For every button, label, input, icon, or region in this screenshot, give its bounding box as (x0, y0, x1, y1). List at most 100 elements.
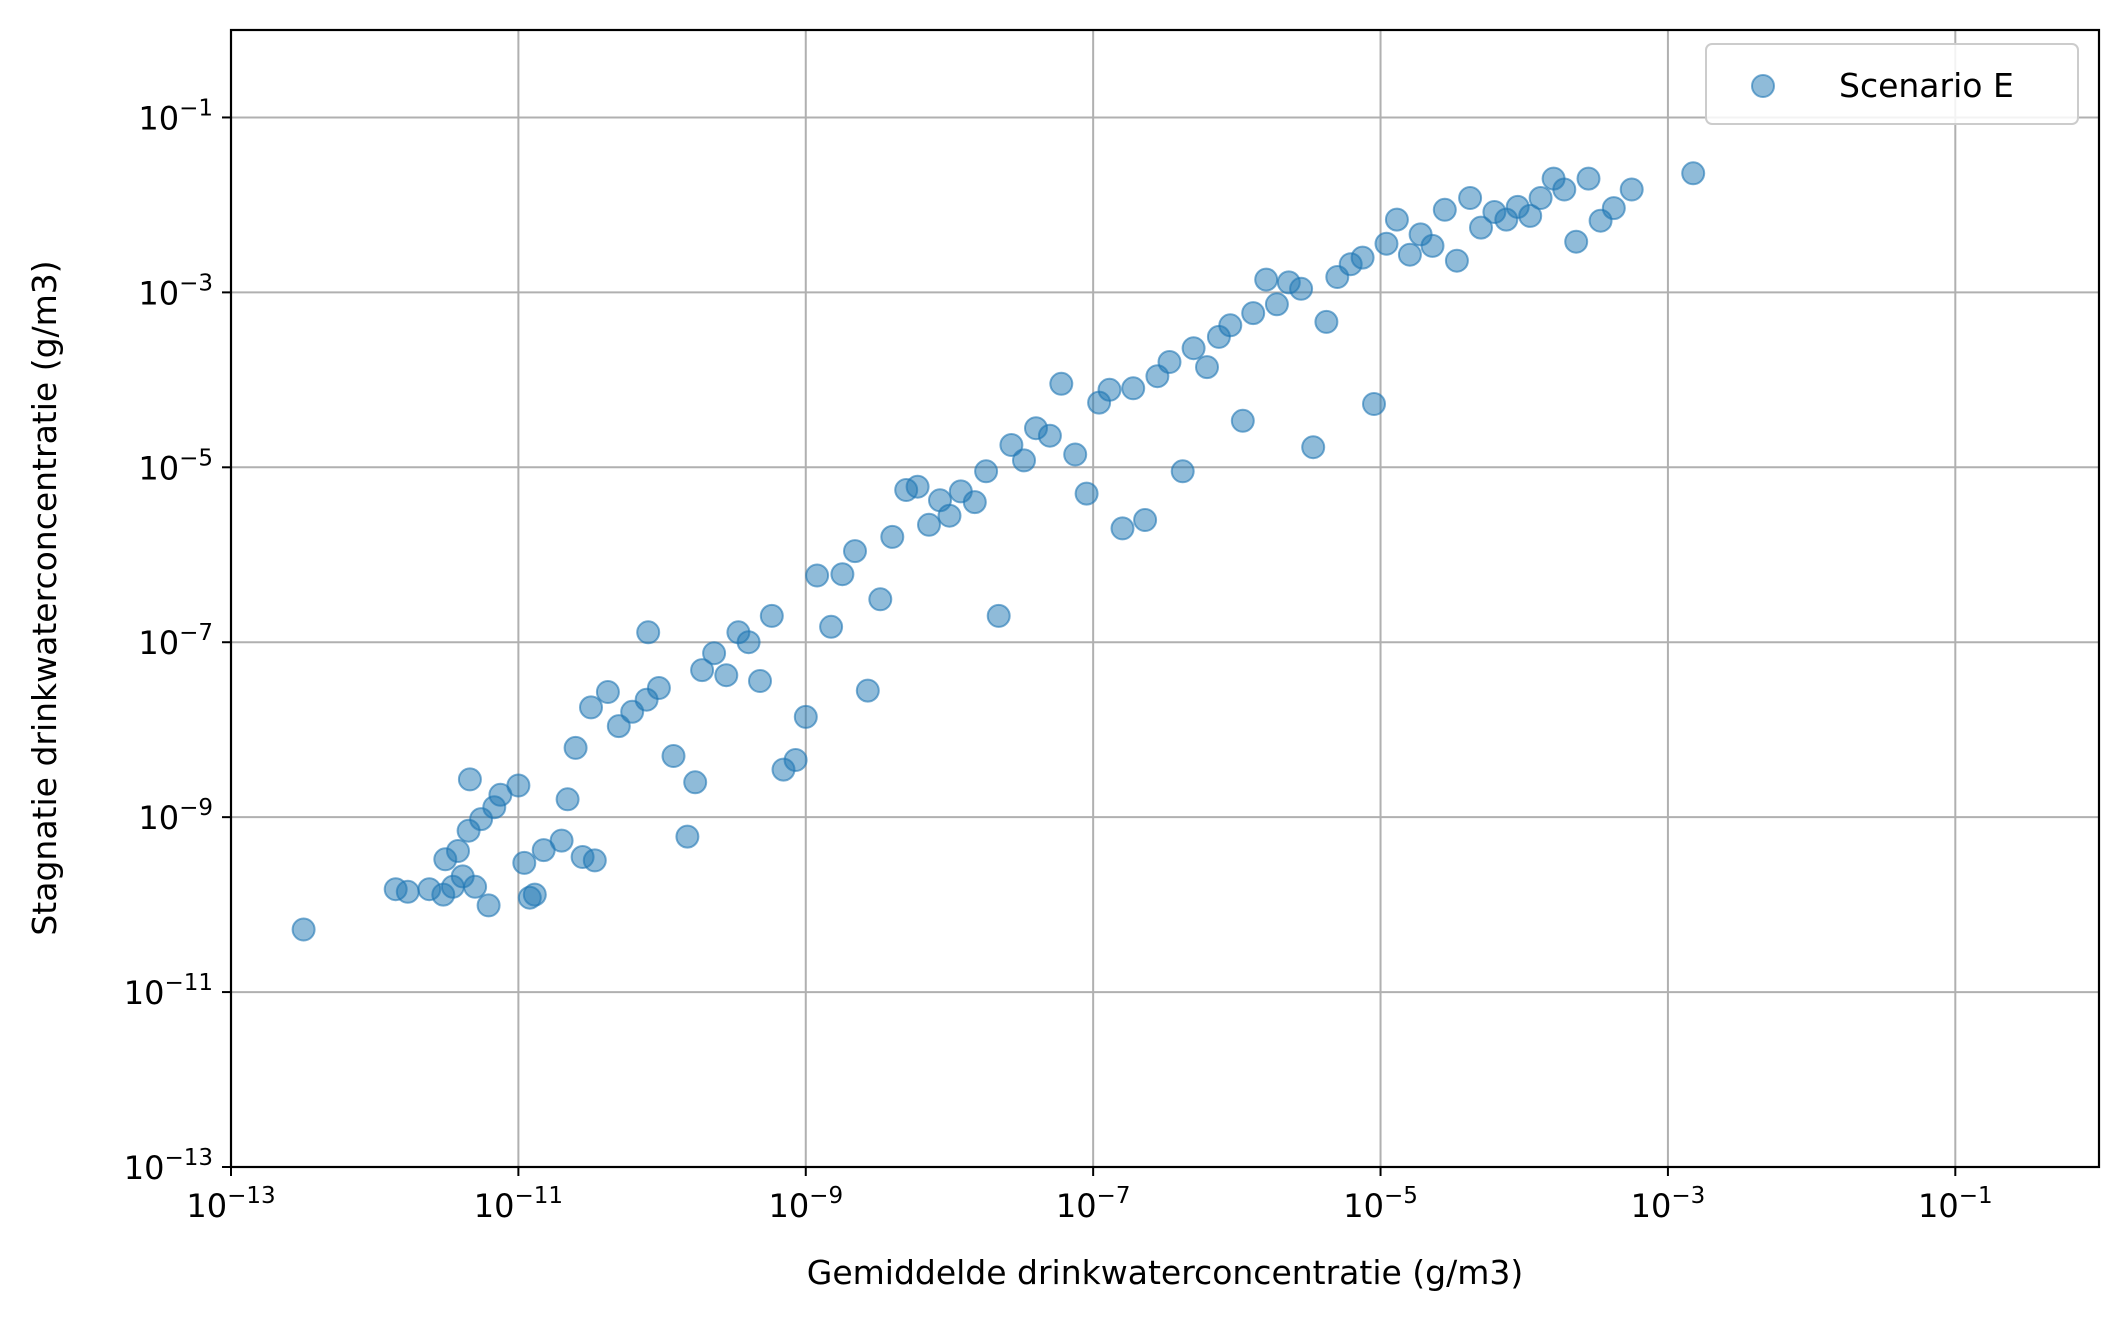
data-point (1362, 392, 1386, 416)
x-tick-base: 10 (474, 1187, 515, 1225)
legend-label-scenario-e: Scenario E (1839, 66, 2014, 105)
data-point (736, 630, 761, 655)
data-point (1195, 355, 1219, 380)
x-tick-exponent: −13 (227, 1183, 276, 1209)
data-point (1133, 508, 1158, 532)
y-tick-base: 10 (124, 1149, 165, 1187)
data-point (974, 459, 999, 484)
y-tick-label: 10−7 (138, 620, 213, 662)
y-tick-exponent: −13 (164, 1145, 213, 1171)
data-point (1241, 301, 1266, 326)
y-tick-label: 10−5 (138, 445, 213, 487)
x-tick-exponent: −3 (1671, 1183, 1705, 1209)
y-tick-base: 10 (138, 799, 179, 837)
data-point (549, 828, 574, 853)
data-point (1458, 186, 1483, 210)
data-point (522, 882, 547, 907)
data-point (291, 917, 316, 942)
data-point (830, 562, 855, 587)
legend: Scenario E (1705, 43, 2079, 125)
data-point (1181, 336, 1206, 361)
x-tick-exponent: −1 (1959, 1183, 1993, 1209)
y-tick-label: 10−1 (138, 95, 213, 137)
data-point (880, 524, 905, 549)
data-point (1121, 376, 1146, 401)
y-axis-label: Stagnatie drinkwaterconcentratie (g/m3) (25, 260, 64, 935)
data-point (1350, 245, 1375, 270)
data-point (855, 678, 880, 703)
data-point (1049, 371, 1074, 396)
data-point (1097, 377, 1122, 402)
x-tick-label: 10−11 (474, 1183, 563, 1225)
x-tick-base: 10 (1631, 1187, 1672, 1225)
x-tick-exponent: −5 (1384, 1183, 1418, 1209)
y-tick-base: 10 (138, 99, 179, 137)
data-point (962, 490, 987, 515)
x-tick-exponent: −11 (514, 1183, 563, 1209)
data-point (1012, 448, 1036, 473)
y-tick-exponent: −3 (179, 270, 213, 296)
data-point (999, 433, 1024, 457)
x-tick-base: 10 (1343, 1187, 1384, 1225)
data-point (395, 879, 420, 904)
data-point (1314, 309, 1339, 334)
data-point (446, 839, 470, 863)
y-tick-base: 10 (138, 274, 179, 312)
data-point (1469, 215, 1493, 240)
x-tick-label: 10−1 (1918, 1183, 1993, 1225)
data-point (1074, 481, 1099, 506)
data-point (563, 735, 588, 760)
data-point (1444, 248, 1469, 273)
y-tick-exponent: −9 (179, 795, 213, 821)
data-point (1528, 186, 1553, 210)
data-point (683, 770, 708, 795)
data-point (1170, 459, 1195, 484)
data-point (1289, 276, 1314, 301)
data-point (805, 563, 830, 588)
y-tick-label: 10−11 (124, 970, 213, 1012)
legend-box (1705, 43, 2079, 125)
data-point (675, 824, 700, 849)
y-tick-base: 10 (138, 624, 179, 662)
data-point (457, 767, 482, 792)
y-tick-exponent: −7 (179, 620, 213, 646)
data-point (1374, 231, 1399, 256)
legend-marker-scenario-e (1751, 74, 1775, 98)
data-point (661, 744, 686, 768)
data-point (1037, 423, 1062, 448)
data-point (1552, 177, 1577, 202)
data-point (646, 676, 671, 700)
scatter-points (291, 161, 1706, 942)
x-tick-label: 10−13 (186, 1183, 275, 1225)
x-axis-label: Gemiddelde drinkwaterconcentratie (g/m3) (807, 1253, 1524, 1292)
x-tick-label: 10−9 (768, 1183, 843, 1225)
data-point (636, 620, 661, 645)
y-tick-label: 10−9 (138, 795, 213, 837)
y-tick-base: 10 (138, 449, 179, 487)
data-point (1301, 435, 1326, 460)
data-point (1681, 161, 1706, 186)
data-point (463, 874, 488, 899)
data-point (905, 474, 930, 499)
data-point (1601, 196, 1626, 221)
data-point (1432, 197, 1457, 222)
plot-frame (229, 28, 2101, 1169)
data-point (1576, 166, 1601, 191)
y-tick-base: 10 (124, 974, 165, 1012)
data-point (690, 658, 715, 683)
x-tick-exponent: −9 (809, 1183, 843, 1209)
x-tick-label: 10−3 (1631, 1183, 1706, 1225)
data-point (843, 539, 867, 564)
data-point (1518, 203, 1543, 228)
data-point (917, 512, 941, 537)
data-point (1397, 242, 1422, 267)
x-tick-base: 10 (768, 1187, 809, 1225)
data-point (714, 663, 739, 688)
grid-layer (230, 30, 2099, 1168)
y-tick-exponent: −1 (179, 95, 213, 121)
x-tick-label: 10−5 (1343, 1183, 1418, 1225)
data-point (579, 695, 603, 720)
data-point (986, 603, 1011, 628)
